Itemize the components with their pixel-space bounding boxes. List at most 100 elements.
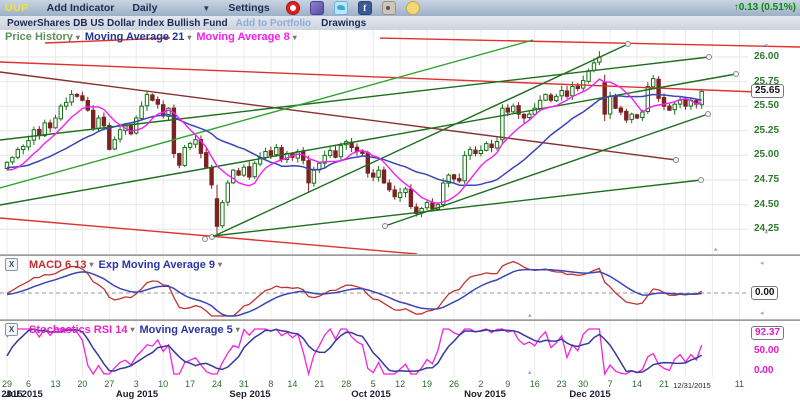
day-tick-label: 21 — [314, 379, 325, 389]
macd-signal-dropdown[interactable]: Exp Moving Average 9 ▾ — [98, 259, 222, 271]
chevron-down-icon: ▾ — [235, 325, 240, 334]
symbol-info-bar: PowerShares DB US Dollar Index Bullish F… — [0, 16, 800, 30]
day-tick-label: 20 — [77, 379, 88, 389]
resize-handle-icon[interactable]: ▴ — [528, 312, 532, 319]
alarm-icon[interactable] — [285, 1, 300, 15]
pane-resize-divider[interactable] — [0, 254, 800, 256]
day-tick-label: 31 — [238, 379, 249, 389]
macd-pane[interactable]: X MACD 6 13 ▾ Exp Moving Average 9 ▾ — [0, 256, 800, 319]
scroll-arrow-icon[interactable]: ◂ — [760, 310, 764, 317]
ma21-dropdown[interactable]: Moving Average 21 ▾ — [85, 31, 191, 43]
price-tick-label: 24.25 — [754, 223, 780, 234]
macd-canvas[interactable] — [0, 256, 800, 319]
price-tick-label: 25.00 — [754, 149, 780, 160]
ma8-label: Moving Average 8 — [196, 31, 290, 43]
facebook-icon[interactable]: f — [357, 1, 372, 15]
stoch-canvas[interactable] — [0, 321, 800, 377]
toolbar-icons: f — [285, 1, 420, 15]
price-tick-label: 24.75 — [754, 174, 780, 185]
resize-handle-icon[interactable]: ▴ — [714, 246, 718, 253]
price-history-dropdown[interactable]: Price History ▾ — [5, 31, 80, 43]
price-change-indicator: ↑0.13 (0.51%) — [734, 2, 796, 13]
stoch-dropdown[interactable]: Stochastics RSI 14 ▾ — [29, 324, 134, 336]
stoch-ma-dropdown[interactable]: Moving Average 5 ▾ — [139, 324, 239, 336]
day-tick-label: 7 — [607, 379, 613, 389]
price-history-label: Price History — [5, 31, 73, 43]
chevron-down-icon: ▾ — [130, 325, 135, 334]
macd-dropdown[interactable]: MACD 6 13 ▾ — [29, 259, 93, 271]
day-tick-label: 13 — [50, 379, 61, 389]
chevron-down-icon: ▾ — [89, 260, 94, 269]
macd-legend: X MACD 6 13 ▾ Exp Moving Average 9 ▾ — [5, 258, 222, 271]
month-label: 2015 — [1, 389, 23, 400]
stoch-label: Stochastics RSI 14 — [29, 323, 128, 336]
day-tick-label: 27 — [104, 379, 115, 389]
price-tick-label: 24.50 — [754, 199, 780, 210]
scroll-arrow-icon[interactable]: ◂ — [760, 260, 764, 267]
stochastics-pane[interactable]: X Stochastics RSI 14 ▾ Moving Average 5 ▾ — [0, 321, 800, 377]
month-label: Aug 2015 — [115, 389, 159, 400]
day-tick-label: 11 — [734, 379, 745, 389]
day-tick-label: 30 — [578, 379, 589, 389]
period-dropdown[interactable]: Daily ▼ — [132, 2, 210, 14]
day-tick-label: 3 — [133, 379, 139, 389]
add-indicator-button[interactable]: Add Indicator — [46, 2, 115, 14]
scroll-arrow-icon[interactable]: ◂ — [760, 368, 764, 375]
close-macd-button[interactable]: X — [5, 258, 18, 271]
price-legend: Price History ▾ Moving Average 21 ▾ Moving… — [5, 31, 297, 43]
up-arrow-icon: ↑ — [733, 2, 739, 13]
period-value: Daily — [132, 2, 158, 14]
pane-resize-divider[interactable] — [0, 319, 800, 321]
scroll-arrow-icon[interactable]: ◂ — [764, 229, 768, 236]
chevron-down-icon: ▾ — [75, 32, 80, 42]
close-stoch-button[interactable]: X — [5, 323, 18, 336]
price-tick-label: 25.75 — [754, 76, 780, 87]
last-date-label: 12/31/2015 — [673, 381, 711, 390]
stoch-value-box: 92.37 — [751, 326, 785, 340]
day-tick-label: 5 — [370, 379, 376, 389]
day-tick-label: 24 — [211, 379, 223, 389]
camera-icon[interactable] — [381, 1, 396, 15]
price-chart-canvas[interactable] — [0, 30, 800, 254]
macd-label: MACD 6 13 — [29, 258, 87, 271]
month-label: Dec 2015 — [569, 389, 611, 400]
day-tick-label: 19 — [422, 379, 433, 389]
cube-icon[interactable] — [309, 1, 324, 15]
day-tick-label: 2 — [478, 379, 484, 389]
chevron-down-icon: ▾ — [187, 32, 192, 42]
day-tick-label: 29 — [1, 379, 13, 389]
price-chart-pane[interactable]: Price History ▾ Moving Average 21 ▾ Moving… — [0, 30, 800, 254]
user-icon[interactable] — [405, 1, 420, 15]
scroll-arrow-icon[interactable]: ◂ — [764, 42, 768, 49]
month-label: Nov 2015 — [464, 389, 506, 400]
stoch-mid-label: 50.00 — [754, 345, 780, 356]
day-tick-label: 6 — [26, 379, 32, 389]
drawings-menu[interactable]: Drawings — [321, 17, 367, 29]
price-tick-label: 25.25 — [754, 125, 780, 136]
settings-button[interactable]: Settings — [228, 2, 270, 14]
day-tick-label: 14 — [632, 379, 643, 389]
ma8-dropdown[interactable]: Moving Average 8 ▾ — [196, 31, 296, 43]
price-tick-label: 25.50 — [754, 100, 780, 111]
fund-name: PowerShares DB US Dollar Index Bullish F… — [7, 17, 228, 29]
change-value: 0.13 (0.51%) — [738, 2, 796, 13]
day-tick-label: 12 — [395, 379, 406, 389]
macd-signal-label: Exp Moving Average 9 — [98, 258, 216, 271]
day-tick-label: 26 — [448, 379, 459, 389]
day-tick-label: 17 — [185, 379, 196, 389]
last-price-box: 25.65 — [751, 84, 785, 98]
stoch-ma-label: Moving Average 5 — [139, 323, 233, 336]
month-label: Sep 2015 — [229, 389, 271, 400]
price-tick-label: 26.00 — [754, 51, 780, 62]
time-axis[interactable]: 29 6 13 20 27 3 10 17 24 31 8 14 21 28 5 12 19 26 2 9 16 23 30… — [0, 377, 800, 401]
day-tick-label: 8 — [268, 379, 274, 389]
macd-value-box: 0.00 — [751, 286, 779, 300]
scroll-arrow-icon[interactable]: ◂ — [760, 331, 764, 338]
add-to-portfolio-link[interactable]: Add to Portfolio — [235, 17, 312, 29]
twitter-icon[interactable] — [333, 1, 348, 15]
stoch-low-label: 0.00 — [754, 365, 774, 376]
resize-handle-icon[interactable]: ▴ — [528, 369, 532, 376]
day-tick-label: 10 — [158, 379, 169, 389]
month-label: Jul 2015 — [5, 389, 43, 400]
chevron-down-icon: ▾ — [218, 260, 223, 269]
